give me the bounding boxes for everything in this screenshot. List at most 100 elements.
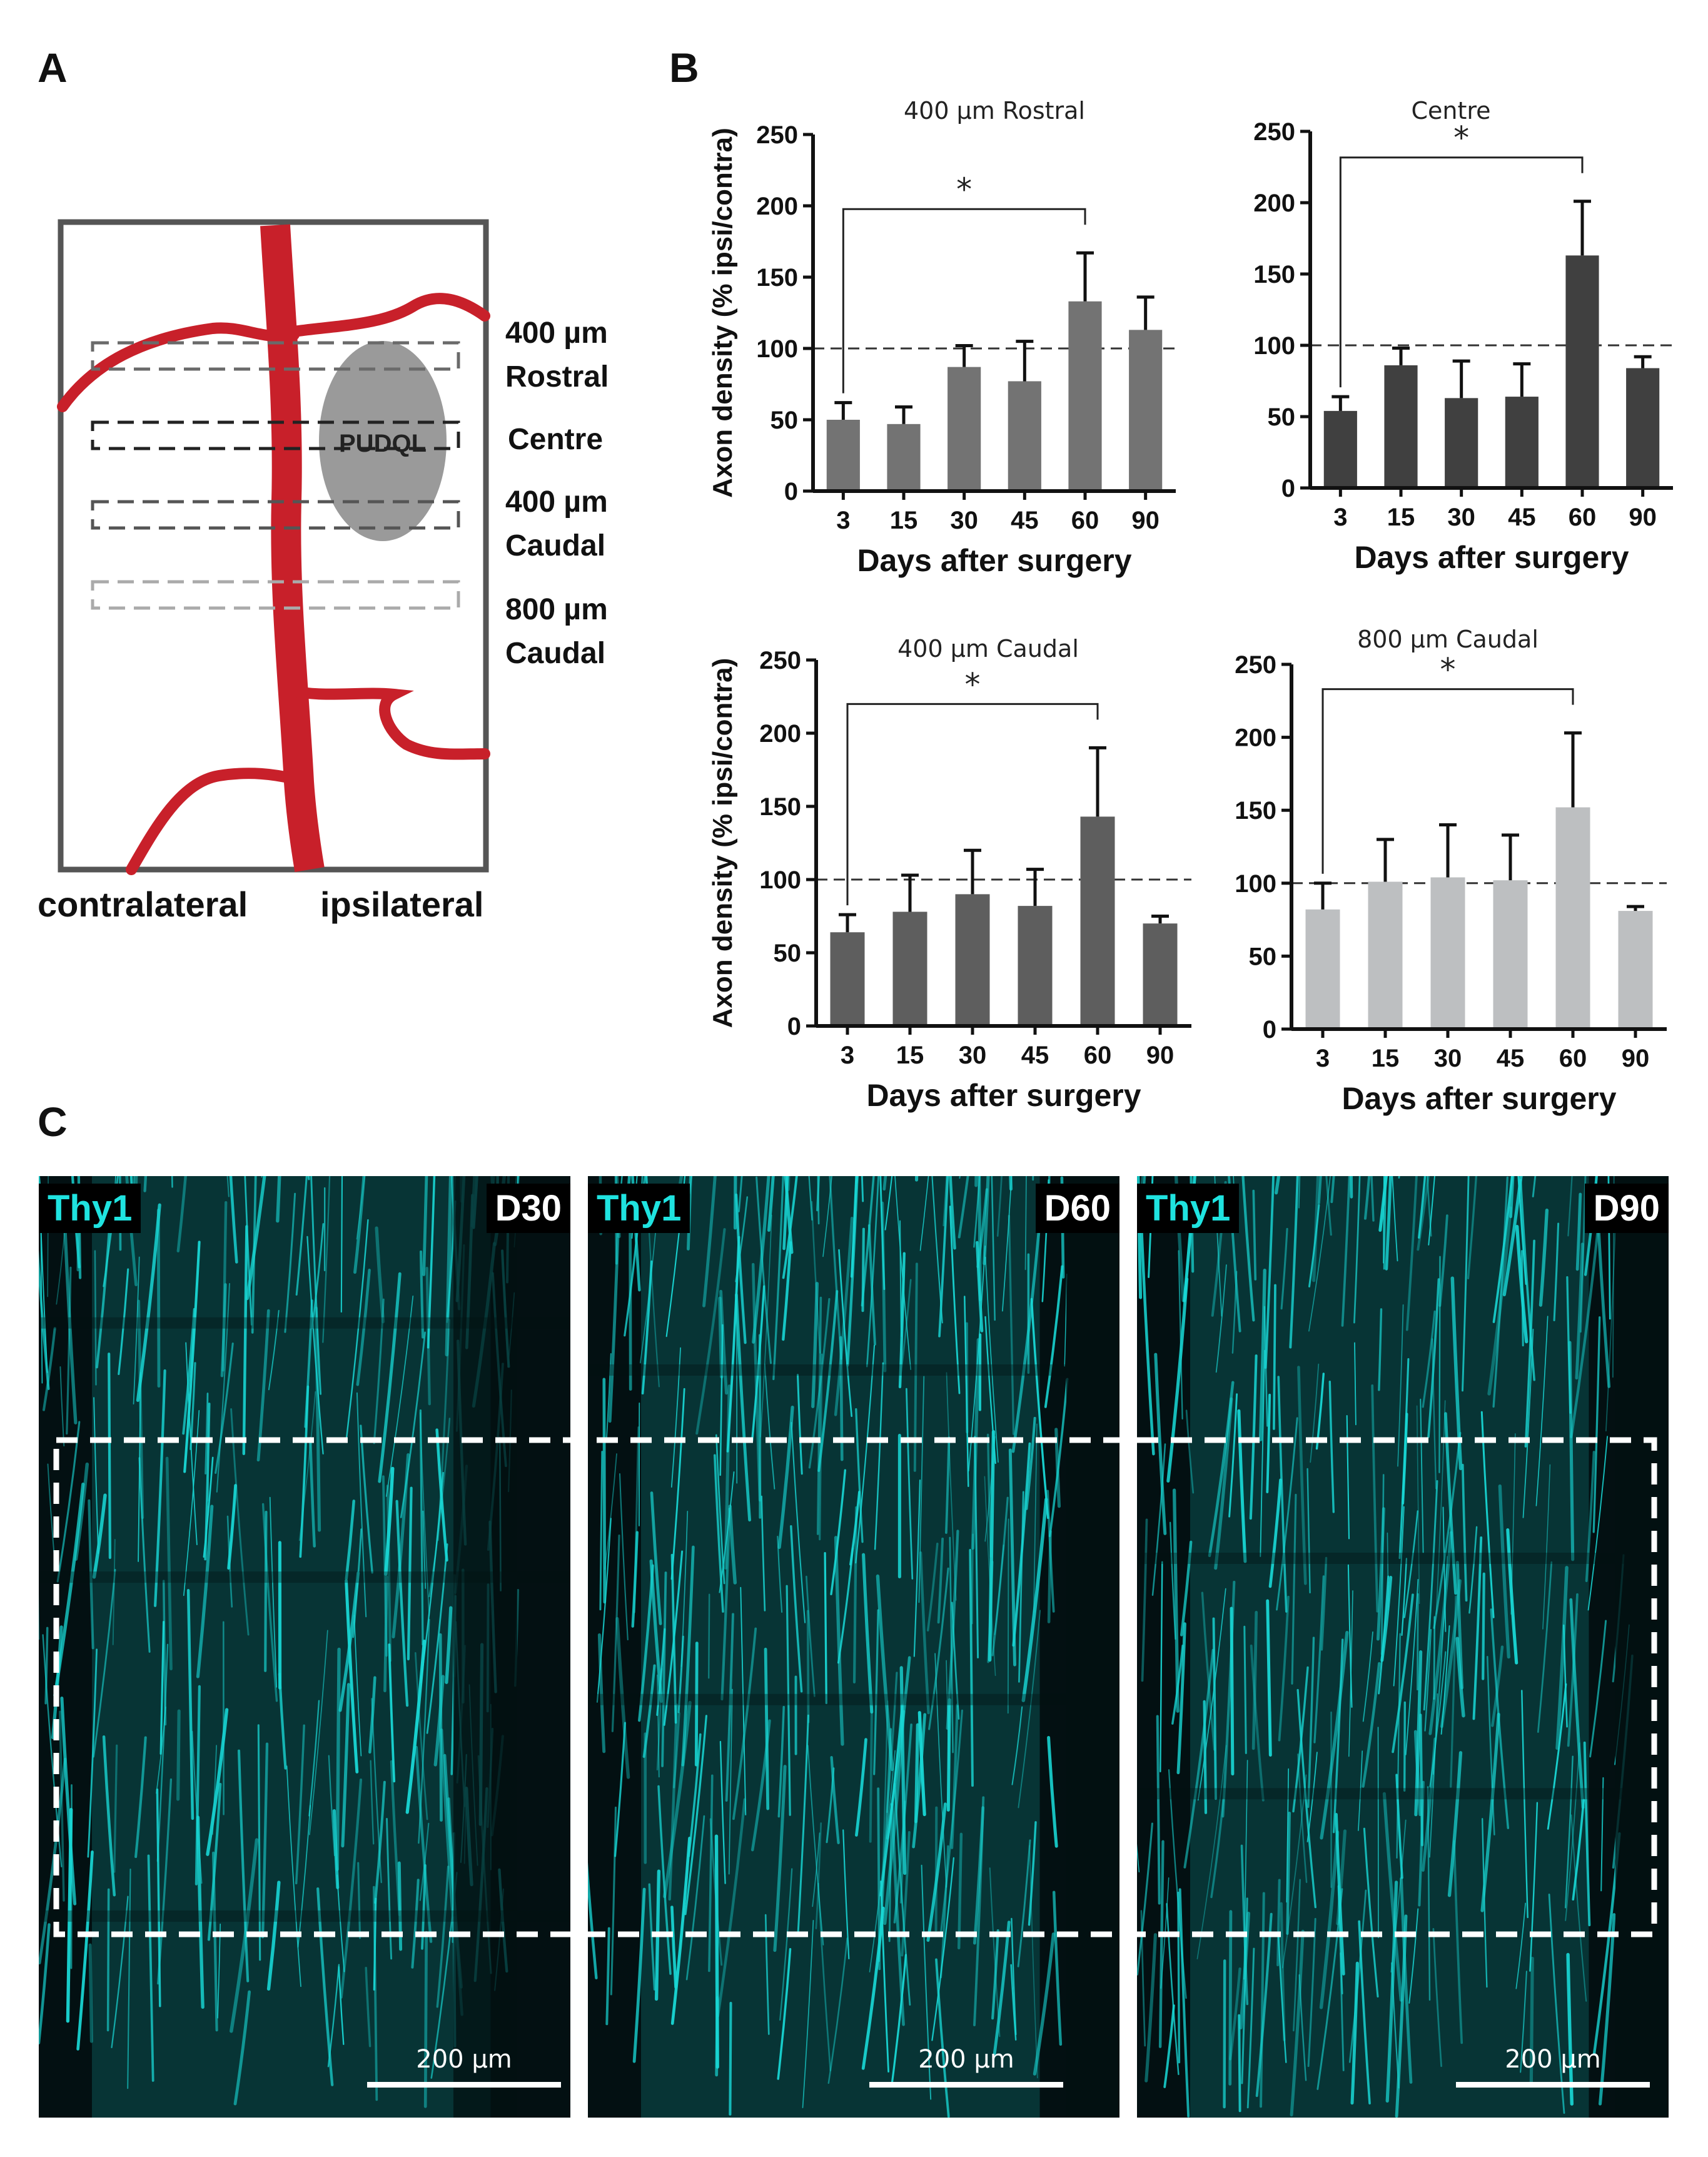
axon-fibre (1363, 1176, 1371, 1220)
axon-fibre (1428, 1176, 1435, 1246)
axon-fibre (1318, 1176, 1322, 1204)
axon-fibre (1502, 1176, 1523, 1297)
axon-fibre (1325, 1176, 1332, 1236)
axon-fibre (1298, 1176, 1301, 1209)
bar (1143, 923, 1178, 1026)
y-tick-label: 250 (756, 121, 798, 149)
axon-fibre (1307, 1917, 1316, 2068)
axon-fibre (1290, 1929, 1305, 2117)
bar (1493, 880, 1528, 1029)
axon-fibre (631, 1176, 641, 1292)
axon-fibre (1009, 1176, 1013, 1191)
micrograph-d60: Thy1 D60 200 µm (588, 1176, 1119, 2118)
y-tick-label: 200 (1235, 724, 1276, 752)
axon-fibre (665, 1176, 686, 1337)
y-tick-label: 200 (759, 720, 801, 748)
y-tick-label: 250 (759, 647, 801, 674)
x-tick-label: 15 (1372, 1045, 1400, 1072)
axon-fibre (1215, 1264, 1227, 1373)
axon-fibre (811, 1200, 821, 1354)
axon-fibre (1044, 1265, 1064, 1408)
axon-fibre (752, 1176, 771, 1344)
axon-fibre (919, 1176, 929, 1251)
x-tick-label: 30 (959, 1042, 987, 1069)
axon-fibre (118, 1268, 129, 1376)
axon-fibre (66, 1266, 72, 1435)
axon-fibre (268, 1309, 280, 1391)
axon-fibre (588, 1862, 598, 1979)
significance-star: * (956, 171, 972, 208)
axon-fibre (1417, 1176, 1430, 1251)
bar (947, 367, 981, 491)
y-tick-label: 150 (756, 264, 798, 292)
stain-label: Thy1 (39, 1184, 141, 1233)
axon-fibre (866, 1176, 879, 1368)
bar (892, 911, 927, 1026)
axon-fibre (125, 1176, 138, 1287)
level-label-caudal800-2: Caudal (505, 637, 605, 670)
x-tick-label: 45 (1508, 504, 1536, 531)
tissue-seam (1137, 1553, 1669, 1564)
axon-fibre (1383, 1176, 1385, 1264)
bar (1626, 368, 1660, 488)
axon-fibre (1517, 1176, 1527, 1285)
scale-bar (1456, 2082, 1650, 2088)
chart-title: Centre (1411, 97, 1490, 124)
bar (887, 424, 921, 491)
axon-fibre (1492, 1176, 1508, 1408)
axon-fibre (1140, 1219, 1155, 1456)
y-tick-label: 50 (774, 940, 802, 967)
axon-fibre (1422, 1310, 1436, 1408)
axon-fibre (1524, 1239, 1535, 1448)
y-tick-label: 100 (1253, 332, 1295, 360)
axon-fibre (782, 1176, 798, 1279)
x-tick-label: 90 (1131, 507, 1160, 534)
axon-fibre (984, 1256, 999, 1463)
axon-fibre (44, 1627, 49, 1705)
axon-fibre (861, 1176, 875, 1307)
axon-fibre (827, 1937, 848, 2084)
y-tick-label: 0 (787, 1013, 801, 1040)
rostral-ipsi-vessel (288, 293, 490, 337)
axon-fibre (1252, 1189, 1257, 1281)
axon-fibre (143, 1176, 148, 1192)
chart-title: 400 µm Caudal (897, 635, 1079, 662)
axon-fibre (133, 1256, 140, 1405)
axon-fibre (1492, 1176, 1513, 1323)
y-tick-label: 150 (759, 793, 801, 821)
axon-fibre (1230, 1606, 1235, 1776)
axon-fibre (605, 1927, 610, 2026)
bar (1430, 877, 1465, 1029)
axon-fibre (772, 1176, 784, 1381)
axon-fibre (1529, 1956, 1534, 2088)
scale-bar (367, 2082, 561, 2088)
axon-fibre (991, 1176, 996, 1321)
axon-fibre (1605, 1212, 1617, 1432)
axon-fibre (1462, 1176, 1470, 1392)
axon-fibre (1427, 1278, 1440, 1438)
tissue-seam (39, 1317, 570, 1329)
level-label-rostral-1: 400 µm (505, 317, 608, 350)
axon-fibre (229, 1176, 238, 1264)
side-label-ipsilateral: ipsilateral (320, 885, 483, 924)
axon-fibre (373, 1298, 385, 1444)
y-axis-label: Axon density (% ipsi/contra) (707, 128, 738, 498)
axon-fibre (375, 1226, 385, 1324)
level-label-centre: Centre (508, 423, 603, 456)
axon-fibre (1353, 1176, 1361, 1324)
axon-fibre (1289, 1176, 1299, 1349)
bar (1618, 911, 1653, 1029)
axon-fibre (39, 1923, 51, 2044)
y-tick-label: 100 (756, 335, 798, 363)
significance-bracket (842, 208, 1086, 393)
axon-fibre (931, 1176, 943, 1324)
x-tick-label: 3 (836, 507, 850, 534)
diagram-frame (58, 219, 489, 873)
axon-fibre (1419, 1713, 1424, 1847)
axon-fibre (422, 1176, 428, 1276)
axon-fibre (949, 1205, 961, 1394)
axon-fibre (220, 1283, 227, 1378)
y-tick-label: 50 (1249, 943, 1277, 970)
axon-fibre (1308, 1204, 1320, 1287)
axon-fibre (1002, 1176, 1013, 1312)
